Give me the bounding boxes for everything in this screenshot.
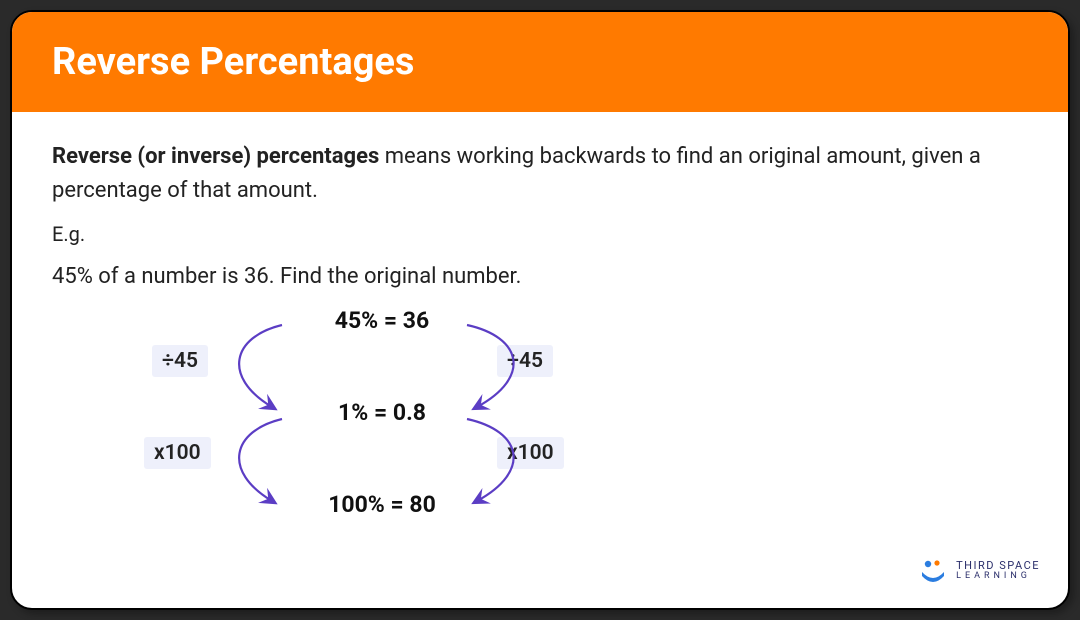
logo-icon <box>918 558 948 584</box>
brand-name-top: THIRD SPACE <box>956 559 1040 572</box>
worked-diagram: 45% = 36 1% = 0.8 100% = 80 ÷45 ÷45 x100… <box>122 307 642 537</box>
brand-name-bottom: LEARNING <box>956 572 1040 582</box>
card-body: Reverse (or inverse) percentages means w… <box>12 112 1068 565</box>
op-multiply-left: x100 <box>144 437 211 469</box>
diagram-row-2: 1% = 0.8 <box>122 399 642 426</box>
op-divide-left: ÷45 <box>152 345 208 377</box>
lesson-card: Reverse Percentages Reverse (or inverse)… <box>10 10 1070 610</box>
logo-text: THIRD SPACE LEARNING <box>956 560 1040 582</box>
op-divide-right: ÷45 <box>497 345 553 377</box>
example-label: E.g. <box>52 222 1028 246</box>
intro-text: Reverse (or inverse) percentages means w… <box>52 140 1028 208</box>
example-prompt: 45% of a number is 36. Find the original… <box>52 264 1028 289</box>
page-title: Reverse Percentages <box>52 40 1028 84</box>
card-header: Reverse Percentages <box>12 12 1068 112</box>
intro-bold: Reverse (or inverse) percentages <box>52 144 379 169</box>
op-multiply-right: x100 <box>497 437 564 469</box>
diagram-row-3: 100% = 80 <box>122 491 642 518</box>
brand-logo: THIRD SPACE LEARNING <box>918 558 1040 584</box>
diagram-row-1: 45% = 36 <box>122 307 642 334</box>
